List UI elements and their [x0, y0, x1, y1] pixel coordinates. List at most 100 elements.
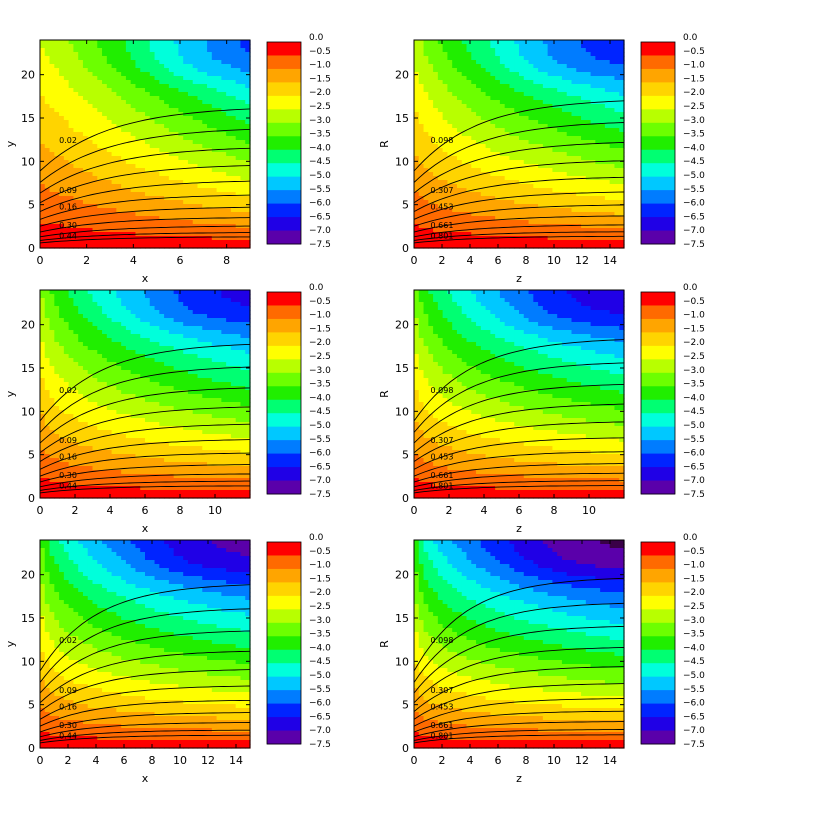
field-cell: [423, 140, 429, 145]
field-cell: [145, 148, 151, 153]
field-cell: [414, 140, 420, 145]
field-cell: [111, 44, 117, 49]
field-cell: [542, 92, 549, 97]
field-cell: [571, 240, 577, 245]
field-cell: [600, 84, 606, 89]
field-cell: [73, 240, 79, 245]
field-cell: [168, 44, 175, 49]
field-cell: [121, 40, 127, 45]
field-cell: [159, 302, 165, 307]
field-cell: [576, 116, 582, 121]
field-cell: [609, 128, 616, 133]
field-cell: [600, 52, 606, 57]
field-cell: [92, 188, 98, 193]
field-cell: [590, 96, 596, 101]
field-cell: [40, 76, 46, 81]
field-cell: [533, 64, 539, 69]
field-cell: [585, 88, 592, 93]
field-cell: [619, 108, 625, 113]
field-cell: [178, 156, 184, 161]
field-cell: [106, 298, 113, 303]
field-cell: [63, 290, 70, 295]
field-cell: [73, 56, 79, 61]
field-cell: [164, 108, 170, 113]
field-cell: [207, 212, 213, 217]
field-cell: [538, 112, 544, 117]
field-cell: [59, 302, 65, 307]
field-cell: [471, 56, 477, 61]
field-cell: [49, 120, 55, 125]
field-cell: [509, 184, 515, 189]
field-cell: [471, 156, 477, 161]
field-cell: [466, 104, 472, 109]
field-cell: [78, 208, 84, 213]
field-cell: [187, 164, 194, 169]
field-cell: [97, 72, 103, 77]
field-cell: [442, 88, 449, 93]
field-cell: [533, 172, 539, 177]
field-cell: [519, 212, 525, 217]
flow-line: [413, 160, 625, 204]
field-cell: [609, 192, 616, 197]
field-cell: [102, 88, 108, 93]
field-cell: [44, 88, 51, 93]
field-cell: [495, 112, 501, 117]
field-cell: [221, 120, 227, 125]
field-cell: [566, 212, 573, 217]
field-cell: [59, 60, 65, 65]
field-cell: [202, 124, 208, 129]
field-cell: [164, 236, 170, 241]
field-cell: [519, 188, 525, 193]
field-cell: [168, 128, 175, 133]
field-cell: [87, 152, 94, 157]
field-cell: [54, 144, 60, 149]
field-cell: [102, 44, 108, 49]
field-cell: [461, 56, 468, 61]
field-cell: [433, 184, 439, 189]
field-cell: [442, 40, 449, 45]
field-cell: [480, 128, 487, 133]
field-cell: [121, 212, 127, 217]
field-cell: [145, 52, 151, 57]
field-cell: [614, 184, 620, 189]
field-cell: [178, 108, 184, 113]
field-cell: [73, 152, 79, 157]
field-cell: [609, 232, 616, 237]
field-cell: [49, 236, 55, 241]
field-cell: [226, 208, 232, 213]
field-cell: [59, 228, 65, 233]
field-cell: [54, 244, 60, 249]
field-cell: [111, 176, 117, 181]
field-cell: [116, 116, 122, 121]
field-cell: [159, 136, 165, 141]
field-cell: [428, 208, 434, 213]
field-cell: [226, 196, 232, 201]
field-cell: [528, 228, 534, 233]
field-cell: [485, 136, 491, 141]
field-cell: [418, 76, 425, 81]
field-cell: [44, 144, 51, 149]
field-cell: [466, 72, 472, 77]
field-cell: [207, 140, 213, 145]
field-cell: [78, 176, 84, 181]
field-cell: [533, 168, 539, 173]
field-cell: [121, 44, 127, 49]
field-cell: [428, 144, 434, 149]
field-cell: [235, 56, 242, 61]
field-cell: [519, 116, 525, 121]
field-cell: [44, 68, 51, 73]
field-cell: [40, 220, 46, 225]
field-cell: [106, 180, 113, 185]
field-cell: [423, 160, 429, 165]
field-cell: [44, 302, 51, 307]
field-cell: [566, 160, 573, 165]
field-cell: [533, 196, 539, 201]
field-cell: [490, 200, 496, 205]
field-cell: [495, 200, 501, 205]
field-cell: [164, 208, 170, 213]
field-cell: [111, 172, 117, 177]
field-cell: [614, 152, 620, 157]
field-cell: [495, 148, 501, 153]
field-cell: [106, 172, 113, 177]
field-cell: [230, 48, 237, 53]
